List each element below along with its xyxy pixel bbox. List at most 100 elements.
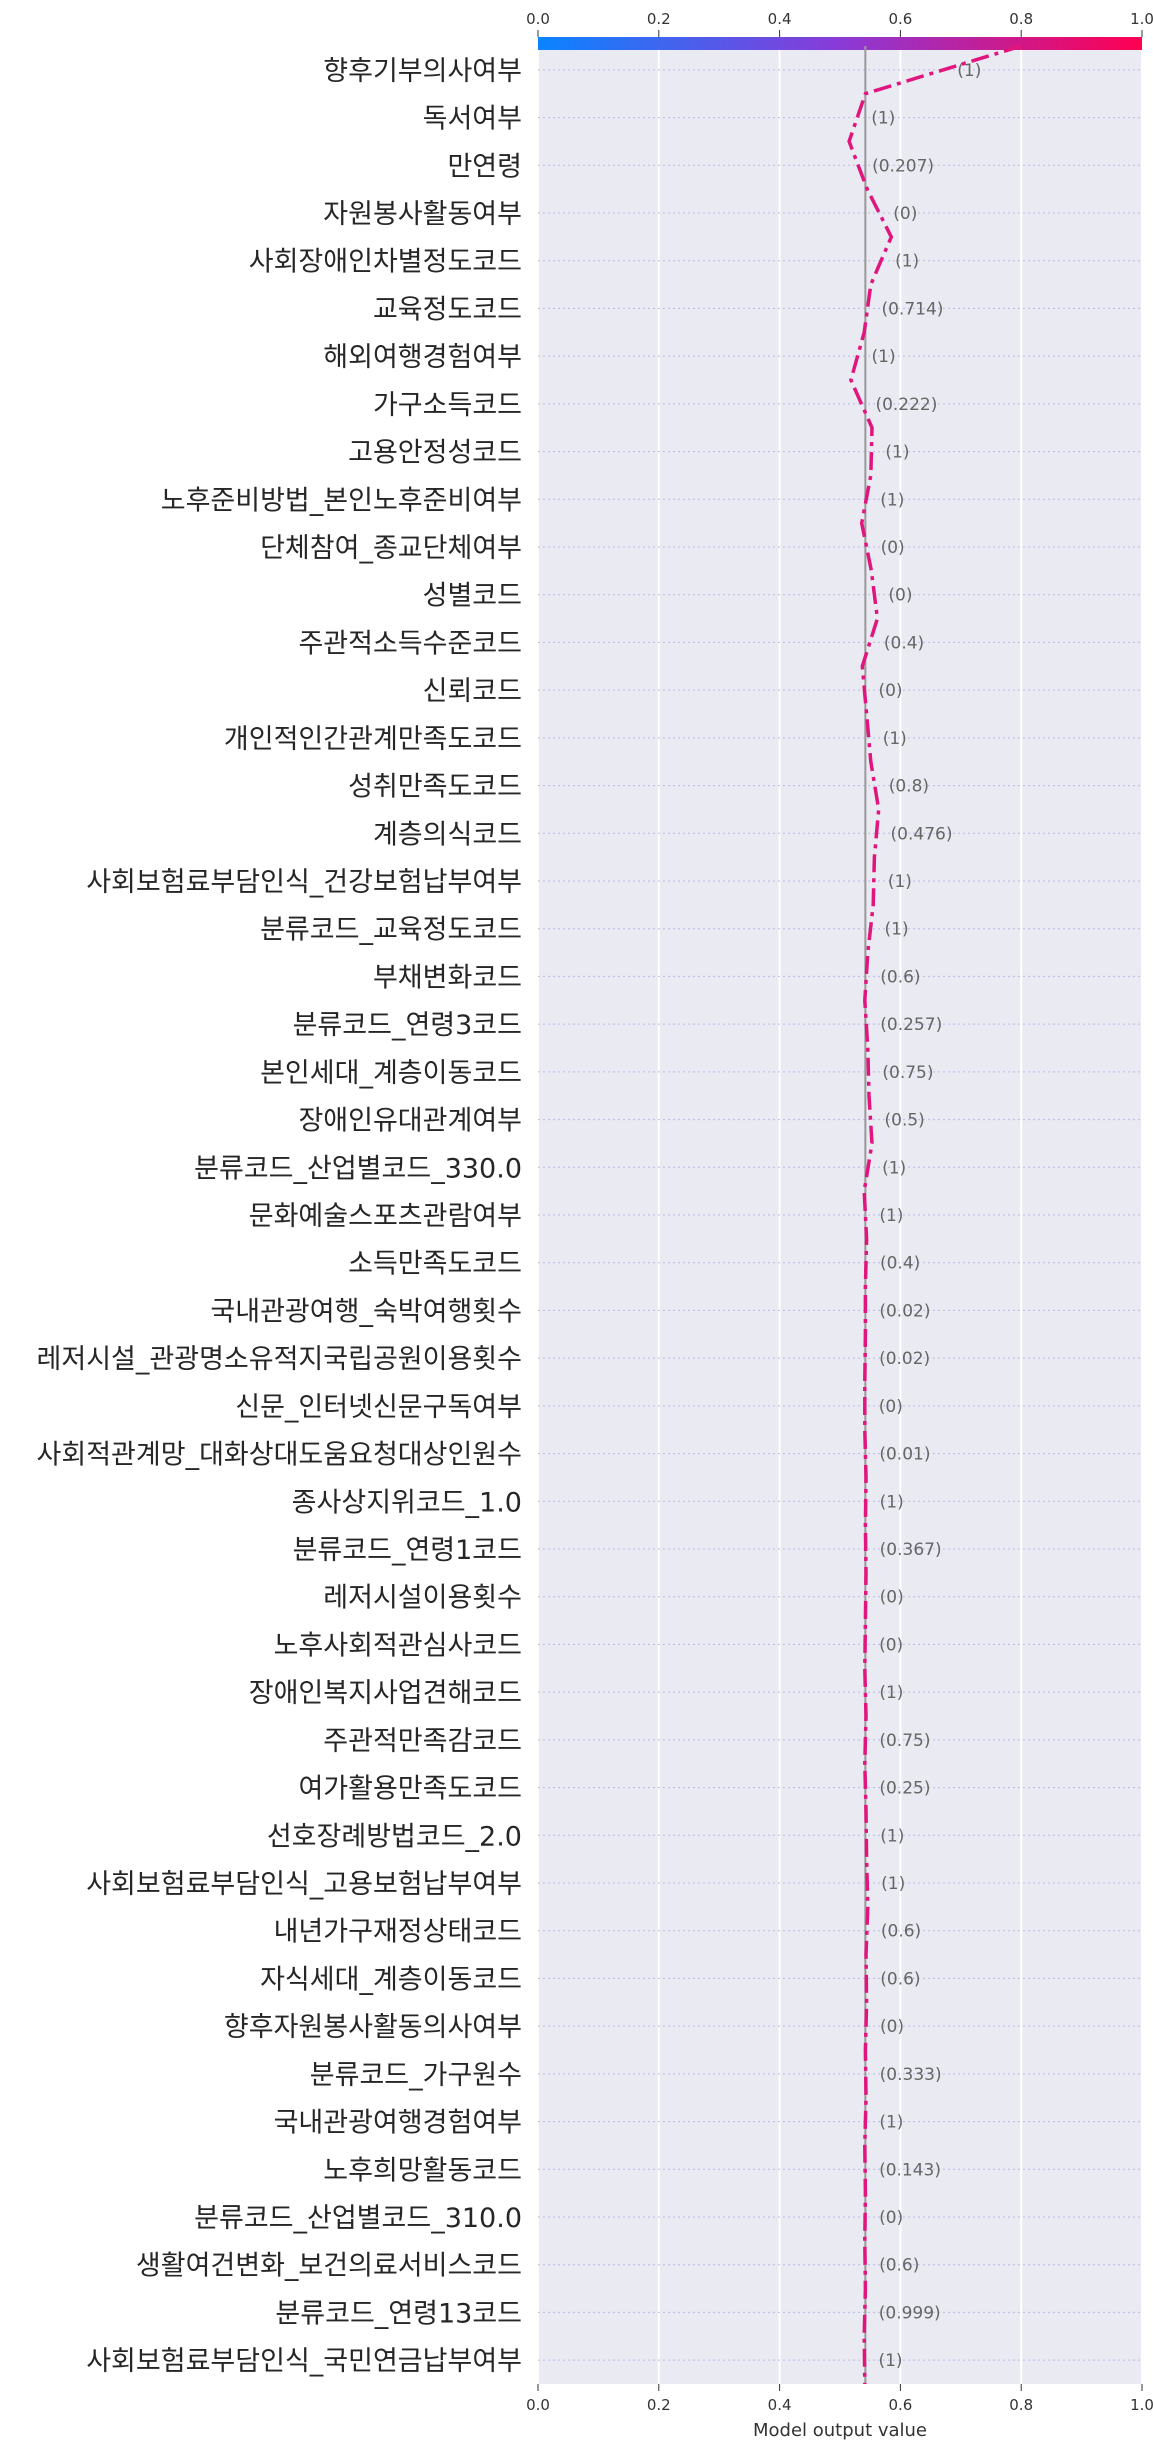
feature-label: 자원봉사활동여부 (323, 199, 522, 230)
feature-value-label: (0.8) (889, 777, 929, 797)
x-axis-label: Model output value (753, 2420, 927, 2441)
feature-value-label: (1) (885, 443, 909, 463)
feature-label: 분류코드_산업별코드_310.0 (194, 2203, 522, 2234)
feature-label: 생활여건변화_보건의료서비스코드 (136, 2251, 522, 2282)
colorbar-tick-label: 0.0 (526, 10, 550, 28)
feature-value-label: (0.333) (880, 2065, 942, 2085)
feature-value-label: (1) (882, 1158, 906, 1178)
colorbar (538, 37, 1142, 50)
feature-label: 부채변화코드 (373, 962, 522, 993)
feature-label: 사회보험료부담인식_건강보험납부여부 (86, 867, 522, 898)
feature-label: 주관적소득수준코드 (298, 628, 522, 659)
feature-value-label: (0.143) (879, 2160, 941, 2180)
feature-label: 노후희망활동코드 (323, 2155, 522, 2186)
feature-label: 가구소득코드 (373, 390, 522, 421)
feature-value-label: (0) (881, 538, 905, 558)
x-tick-label: 0.2 (647, 2396, 671, 2414)
feature-value-label: (0.6) (880, 1969, 920, 1989)
feature-value-label: (0.4) (884, 633, 924, 653)
feature-value-label: (0) (879, 1635, 903, 1655)
feature-label: 노후사회적관심사코드 (274, 1630, 522, 1661)
feature-value-label: (1) (879, 1683, 903, 1703)
feature-value-label: (0) (888, 586, 912, 606)
feature-value-label: (0.6) (879, 2256, 919, 2276)
feature-label: 교육정도코드 (373, 294, 522, 325)
feature-value-label: (0.207) (872, 156, 934, 176)
feature-value-label: (1) (895, 252, 919, 272)
feature-label: 향후기부의사여부 (323, 56, 522, 87)
feature-value-label: (0.257) (880, 1015, 942, 1035)
feature-value-label: (0.75) (882, 1063, 933, 1083)
feature-label: 장애인유대관계여부 (298, 1106, 522, 1137)
feature-label: 국내관광여행경험여부 (274, 2108, 522, 2139)
feature-value-label: (1) (881, 1874, 905, 1894)
colorbar-tick-label: 0.6 (888, 10, 912, 28)
feature-value-label: (1) (880, 490, 904, 510)
feature-label: 개인적인간관계만족도코드 (224, 724, 522, 755)
feature-value-label: (0.4) (880, 1254, 920, 1274)
feature-label: 분류코드_산업별코드_330.0 (194, 1153, 522, 1184)
feature-value-label: (0.476) (891, 824, 953, 844)
feature-value-label: (1) (878, 2351, 902, 2371)
feature-label: 종사상지위코드_1.0 (292, 1487, 522, 1518)
feature-label: 문화예술스포츠관람여부 (249, 1201, 522, 1232)
feature-label: 주관적만족감코드 (323, 1726, 522, 1757)
feature-value-label: (1) (885, 920, 909, 940)
feature-value-label: (0.02) (879, 1301, 930, 1321)
feature-value-label: (1) (871, 109, 895, 129)
feature-label: 내년가구재정상태코드 (274, 1917, 522, 1948)
feature-label: 레저시설_관광명소유적지국립공원이용횟수 (37, 1344, 522, 1375)
feature-label: 분류코드_연령3코드 (293, 1010, 522, 1041)
feature-value-label: (0) (880, 2017, 904, 2037)
feature-label: 선호장례방법코드_2.0 (267, 1821, 522, 1852)
feature-label: 사회장애인차별정도코드 (249, 247, 522, 278)
feature-value-label: (0) (880, 1588, 904, 1608)
feature-label: 소득만족도코드 (348, 1249, 522, 1280)
feature-value-label: (0.5) (885, 1111, 925, 1131)
colorbar-ticks: 0.0 0.2 0.4 0.6 0.8 1.0 (526, 10, 1153, 37)
feature-value-label: (0) (878, 681, 902, 701)
colorbar-tick-label: 1.0 (1130, 10, 1153, 28)
feature-label: 성별코드 (423, 581, 522, 612)
feature-value-label: (0.999) (879, 2303, 941, 2323)
feature-label: 본인세대_계층이동코드 (260, 1058, 522, 1089)
x-tick-label: 0.4 (768, 2396, 792, 2414)
feature-value-label: (0.01) (879, 1445, 930, 1465)
feature-value-label: (0) (893, 204, 917, 224)
feature-label: 해외여행경험여부 (323, 342, 522, 373)
feature-label: 레저시설이용횟수 (323, 1583, 522, 1614)
decision-line (847, 44, 1022, 2385)
feature-value-label: (0.25) (879, 1779, 930, 1799)
feature-label: 분류코드_교육정도코드 (260, 915, 522, 946)
feature-labels: 향후기부의사여부독서여부만연령자원봉사활동여부사회장애인차별정도코드교육정도코드… (37, 56, 522, 2377)
grid-lines (537, 46, 1143, 2384)
colorbar-tick-label: 0.4 (768, 10, 792, 28)
feature-value-label: (1) (880, 1492, 904, 1512)
feature-value-label: (0.222) (875, 395, 937, 415)
feature-label: 장애인복지사업견해코드 (249, 1678, 522, 1709)
feature-label: 성취만족도코드 (348, 772, 522, 803)
feature-value-label: (1) (879, 1206, 903, 1226)
feature-label: 여가활용만족도코드 (298, 1774, 522, 1805)
feature-value-label: (0.367) (880, 1540, 942, 1560)
feature-value-label: (0.6) (881, 1922, 921, 1942)
feature-label: 고용안정성코드 (348, 438, 522, 469)
feature-label: 계층의식코드 (373, 819, 522, 850)
feature-value-label: (0.02) (879, 1349, 930, 1369)
feature-label: 신뢰코드 (423, 676, 522, 707)
feature-label: 분류코드_연령13코드 (275, 2298, 522, 2329)
feature-label: 사회보험료부담인식_국민연금납부여부 (86, 2346, 522, 2377)
feature-label: 노후준비방법_본인노후준비여부 (161, 485, 522, 516)
feature-label: 사회보험료부담인식_고용보험납부여부 (86, 1869, 522, 1900)
feature-value-label: (0.714) (881, 299, 943, 319)
feature-value-label: (1) (872, 347, 896, 367)
feature-label: 향후자원봉사활동의사여부 (224, 2012, 522, 2043)
colorbar-tick-label: 0.2 (647, 10, 671, 28)
feature-label: 국내관광여행_숙박여행횟수 (210, 1296, 522, 1327)
x-tick-label: 0.8 (1009, 2396, 1033, 2414)
feature-label: 독서여부 (423, 104, 522, 135)
feature-label: 신문_인터넷신문구독여부 (235, 1392, 522, 1423)
feature-value-label: (0.75) (879, 1731, 930, 1751)
x-tick-label: 0.6 (888, 2396, 912, 2414)
feature-label: 단체참여_종교단체여부 (260, 533, 522, 564)
